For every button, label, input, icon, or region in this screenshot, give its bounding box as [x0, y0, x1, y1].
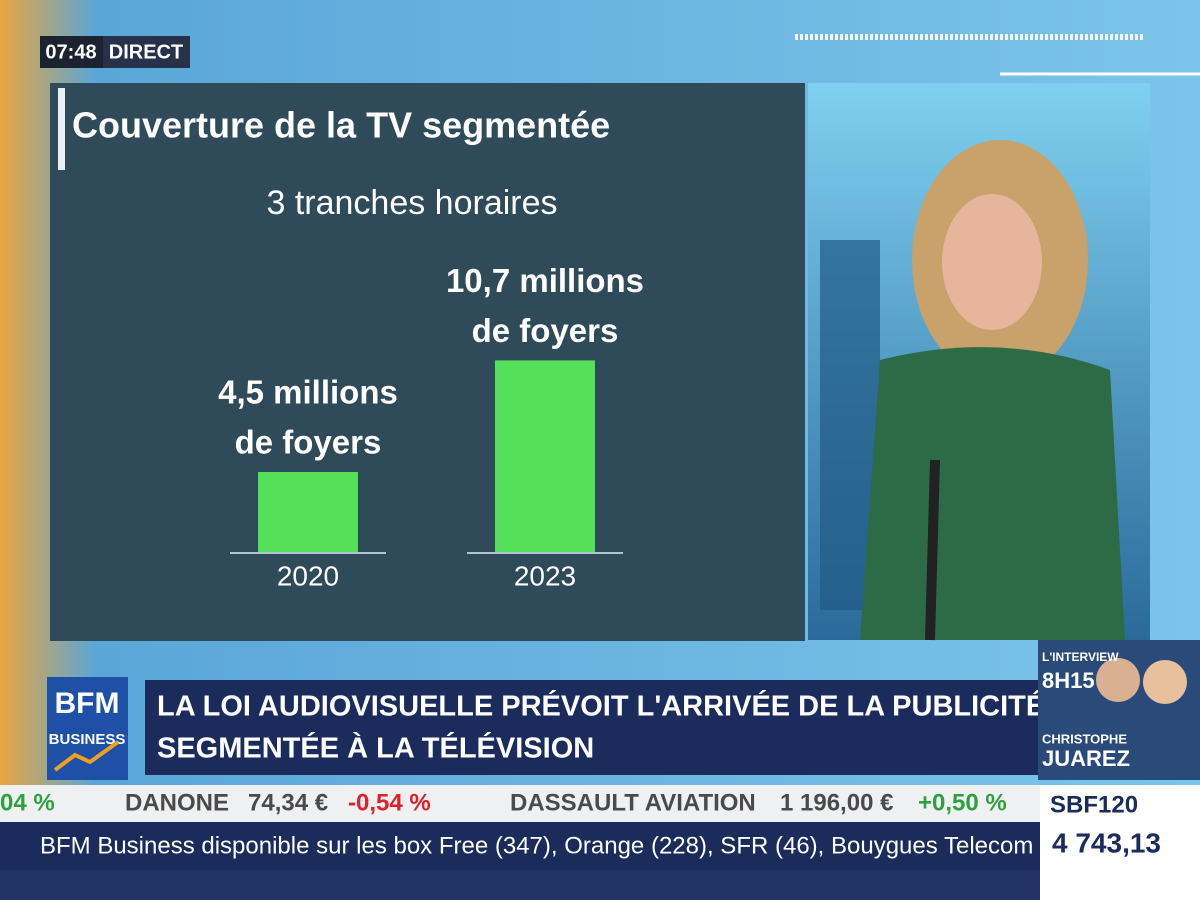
guest-face [1096, 658, 1140, 702]
stock-ticker [0, 785, 1040, 822]
ticker-change: 04 % [0, 789, 55, 816]
crawl-text: BFM Business disponible sur les box Free… [40, 832, 1103, 859]
logo-graph [53, 740, 120, 772]
ticker-price: 1 196,00 € [780, 789, 893, 816]
live-label: DIRECT [109, 41, 183, 63]
microphone [925, 459, 940, 641]
index-name: SBF120 [1050, 791, 1138, 818]
bar-chart: 2020 4,5 millions de foyers 2023 10,7 millio… [218, 262, 644, 591]
ticker-change: -0,54 % [348, 789, 431, 816]
time-box [40, 36, 103, 68]
index-value: 4 743,13 [1052, 827, 1161, 858]
headline-banner [145, 680, 1038, 775]
title-accent [58, 88, 65, 170]
x-label: 2020 [277, 560, 339, 591]
ticker-stock: DANONE [125, 789, 229, 816]
interview-time: 8H15 [1042, 668, 1095, 693]
chart-subtitle: 3 tranches horaires [266, 184, 557, 222]
chart-panel [50, 83, 805, 641]
guest-first-name: CHRISTOPHE [1042, 731, 1127, 746]
live-box [103, 36, 190, 68]
ticker-stock: DASSAULT AVIATION [510, 789, 756, 816]
headline-line: LA LOI AUDIOVISUELLE PRÉVOIT L'ARRIVÉE D… [157, 689, 1045, 723]
dress [860, 347, 1125, 640]
ticker-price: 74,34 € [248, 789, 328, 816]
interview-label: L'INTERVIEW [1042, 650, 1119, 664]
guest-face [1143, 660, 1187, 704]
news-crawl [0, 822, 1040, 870]
face [942, 194, 1042, 330]
guest-last-name: JUAREZ [1042, 746, 1130, 771]
ticker-items: 04 % DANONE 74,34 € -0,54 % DASSAULT AVI… [0, 789, 1007, 816]
chart-title: Couverture de la TV segmentée [72, 105, 610, 146]
ticker-change: +0,50 % [918, 789, 1007, 816]
value-label: 4,5 millions [218, 374, 398, 411]
bar [495, 360, 595, 553]
logo-subtext: BUSINESS [49, 731, 126, 748]
crawl-footer [0, 870, 1040, 900]
value-label: 10,7 millions [446, 262, 644, 299]
logo-text: BFM [55, 687, 120, 720]
index-box [1040, 785, 1200, 900]
x-label: 2023 [514, 560, 576, 591]
time: 07:48 [45, 41, 96, 63]
value-label: de foyers [472, 312, 619, 349]
bar [258, 472, 358, 553]
headline-line: SEGMENTÉE À LA TÉLÉVISION [157, 731, 594, 765]
value-label: de foyers [235, 424, 382, 461]
